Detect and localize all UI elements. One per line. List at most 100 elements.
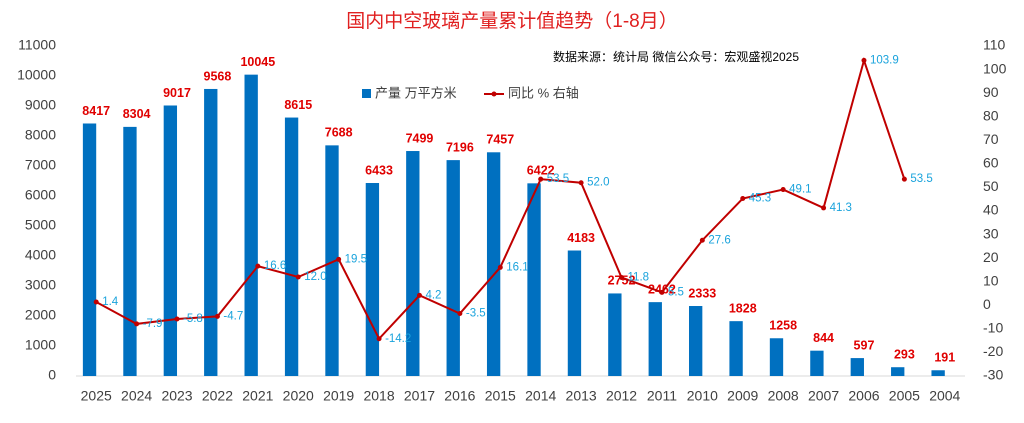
x-tick-label: 2014 <box>525 388 556 404</box>
line-value-label: -5.8 <box>183 313 203 325</box>
x-tick-label: 2025 <box>81 388 112 404</box>
line-marker <box>699 237 705 243</box>
y-tick-label: 10000 <box>17 67 56 83</box>
y-tick-label: 2000 <box>25 307 56 323</box>
y-tick-label: 5000 <box>25 217 56 233</box>
y2-tick-label: 110 <box>983 37 1006 53</box>
legend-label: 产量 万平方米 <box>375 85 457 100</box>
line-marker <box>93 299 99 305</box>
bar <box>284 117 299 377</box>
bar <box>244 74 258 377</box>
y2-tick-label: -30 <box>983 367 1003 383</box>
y2-tick-label: 60 <box>983 155 999 171</box>
bar <box>689 306 703 376</box>
y2-tick-label: -20 <box>983 343 1003 359</box>
y2-tick-label: 0 <box>983 296 991 312</box>
bar <box>648 302 662 376</box>
x-tick-label: 2010 <box>687 388 718 404</box>
line-marker <box>134 321 140 327</box>
x-tick-label: 2016 <box>444 388 475 404</box>
x-tick-label: 2004 <box>929 388 960 404</box>
bar <box>810 350 824 376</box>
bar-value-label: 4183 <box>567 231 595 245</box>
line-marker <box>376 336 382 342</box>
x-tick-label: 2012 <box>606 388 637 404</box>
x-tick-label: 2009 <box>727 388 758 404</box>
bar <box>204 88 218 377</box>
bar-value-label: 10045 <box>240 55 275 69</box>
x-tick-label: 2024 <box>121 388 152 404</box>
line-value-label: 103.9 <box>870 54 899 66</box>
line-marker <box>336 256 342 262</box>
bar-value-label: 9017 <box>163 86 191 100</box>
y2-tick-label: 10 <box>983 272 999 288</box>
line-value-label: -7.9 <box>143 318 163 330</box>
x-tick-label: 2008 <box>768 388 799 404</box>
bar <box>325 145 339 376</box>
x-tick-label: 2023 <box>161 388 192 404</box>
line-value-label: 11.8 <box>628 272 650 284</box>
line-value-label: 12.0 <box>304 271 326 283</box>
y-tick-label: 7000 <box>25 157 56 173</box>
line-value-label: 16.6 <box>264 260 286 272</box>
legend-swatch <box>362 89 371 98</box>
bar <box>729 321 743 376</box>
bar-value-label: 2462 <box>648 282 676 296</box>
bar <box>527 183 541 376</box>
bar-value-label: 2333 <box>688 286 716 300</box>
line-marker <box>578 180 584 186</box>
y-tick-label: 3000 <box>25 277 56 293</box>
legend-label: 同比 % 右轴 <box>508 85 579 100</box>
line-value-label: 52.0 <box>587 177 609 189</box>
line-value-label: -4.7 <box>223 310 243 322</box>
bar <box>163 105 178 377</box>
bar-value-label: 8615 <box>284 98 312 112</box>
y2-tick-label: 40 <box>983 202 999 218</box>
y2-tick-label: 20 <box>983 249 999 265</box>
bar <box>123 126 137 376</box>
bar-value-label: 6433 <box>365 163 393 177</box>
bar <box>82 123 97 377</box>
bar <box>931 370 945 376</box>
line-value-label: 1.4 <box>102 296 119 308</box>
x-tick-label: 2013 <box>566 388 597 404</box>
bar-value-label: 6422 <box>527 164 555 178</box>
line-value-label: 53.5 <box>547 173 569 185</box>
line-value-label: -14.2 <box>385 333 411 345</box>
y2-tick-label: 90 <box>983 84 999 100</box>
bar-value-label: 844 <box>813 331 834 345</box>
line-marker <box>659 289 665 295</box>
line-marker <box>174 316 180 322</box>
bar <box>446 160 460 376</box>
bar-value-label: 597 <box>854 338 875 352</box>
line-value-label: 49.1 <box>789 184 811 196</box>
bar-value-label: 191 <box>934 351 955 365</box>
line-marker <box>416 292 422 298</box>
bar <box>891 367 905 376</box>
x-tick-label: 2011 <box>647 388 677 404</box>
line-marker <box>457 311 463 317</box>
line-marker <box>740 196 746 202</box>
line-value-label: 45.3 <box>749 193 771 205</box>
y-tick-label: 6000 <box>25 187 56 203</box>
legend: 产量 万平方米 同比 % 右轴 <box>362 85 579 100</box>
x-tick-label: 2006 <box>848 388 879 404</box>
y-tick-label: 0 <box>48 367 56 383</box>
y2-tick-label: 70 <box>983 131 999 147</box>
line-value-label: 16.1 <box>506 261 528 273</box>
line-marker <box>255 263 261 269</box>
line-marker <box>861 57 867 63</box>
x-tick-label: 2007 <box>808 388 839 404</box>
bar-value-label: 8304 <box>123 107 151 121</box>
bar-value-label: 8417 <box>82 104 110 118</box>
bar-value-label: 7499 <box>406 131 434 145</box>
line-marker <box>780 187 786 193</box>
bar <box>406 151 420 376</box>
line-value-label: 5.5 <box>668 286 684 298</box>
bar <box>365 183 380 376</box>
bar-value-label: 7688 <box>325 126 353 140</box>
line-value-label: 19.5 <box>345 253 367 265</box>
line-value-label: 53.5 <box>910 173 932 185</box>
bar-value-label: 7196 <box>446 140 474 154</box>
